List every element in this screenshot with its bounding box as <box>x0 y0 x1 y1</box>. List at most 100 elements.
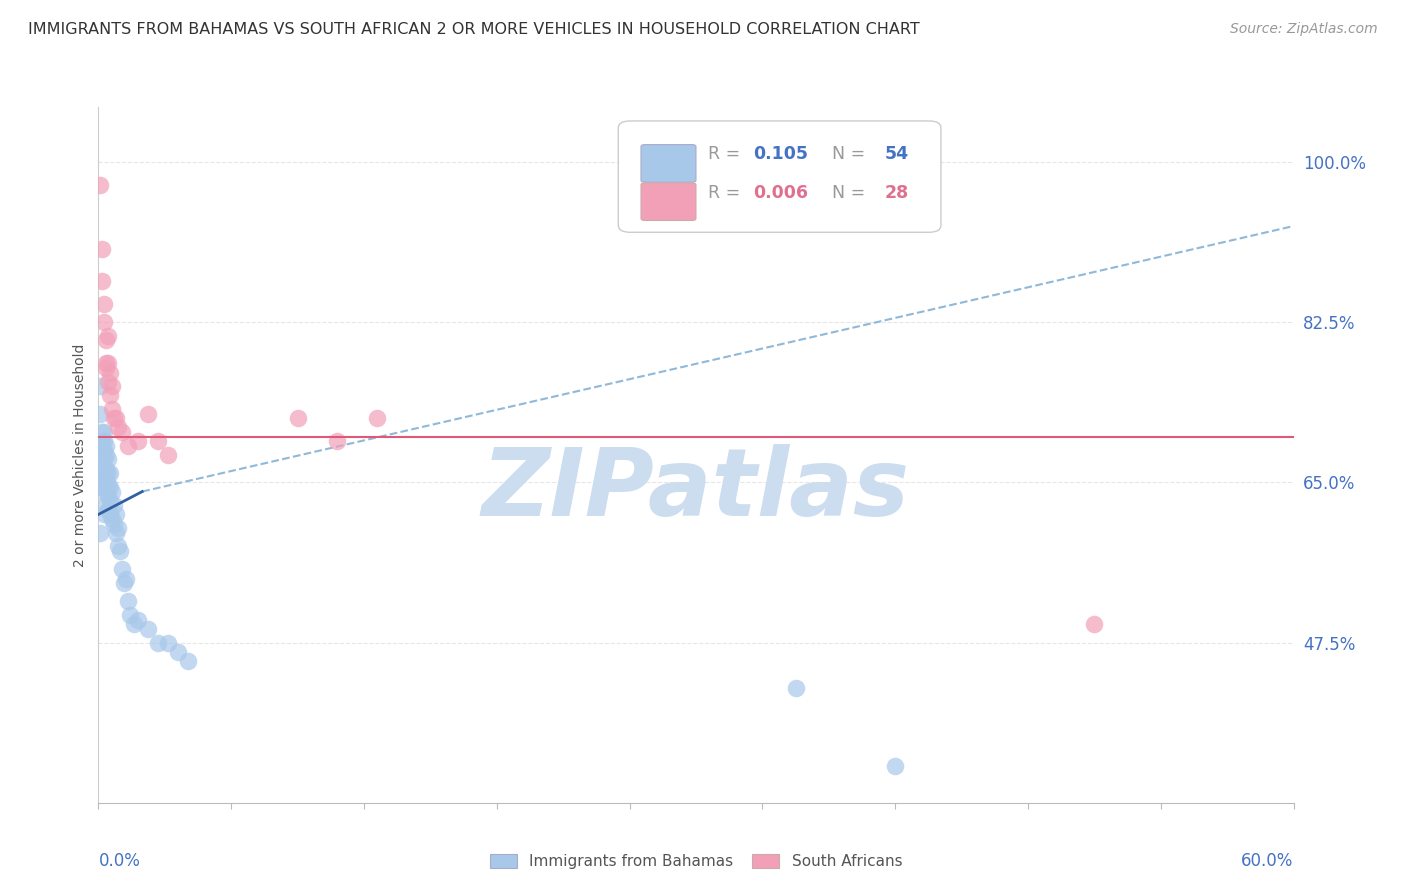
Point <box>127 613 149 627</box>
Point <box>101 379 124 393</box>
Text: Source: ZipAtlas.com: Source: ZipAtlas.com <box>1230 22 1378 37</box>
Text: 54: 54 <box>884 145 908 163</box>
Text: 28: 28 <box>884 184 910 202</box>
Point <box>115 572 138 586</box>
Point <box>101 512 124 526</box>
Point <box>117 594 139 608</box>
Point <box>91 274 114 288</box>
Point <box>91 242 114 256</box>
Point <box>112 576 135 591</box>
Point <box>93 425 115 439</box>
Point <box>97 489 120 503</box>
Point <box>93 443 115 458</box>
Point <box>103 516 125 531</box>
Point <box>97 375 120 389</box>
Point <box>89 178 111 192</box>
Point <box>91 425 114 439</box>
Point <box>96 484 118 499</box>
Point <box>93 297 115 311</box>
Point <box>124 617 146 632</box>
Point <box>93 315 115 329</box>
Point <box>105 525 128 540</box>
Point <box>91 471 114 485</box>
Text: 0.0%: 0.0% <box>98 852 141 870</box>
Point <box>111 425 134 439</box>
Point <box>93 508 115 522</box>
Point <box>98 388 122 402</box>
FancyBboxPatch shape <box>619 121 941 232</box>
Point <box>97 329 120 343</box>
Point <box>97 467 120 481</box>
Text: IMMIGRANTS FROM BAHAMAS VS SOUTH AFRICAN 2 OR MORE VEHICLES IN HOUSEHOLD CORRELA: IMMIGRANTS FROM BAHAMAS VS SOUTH AFRICAN… <box>28 22 920 37</box>
Text: N =: N = <box>821 184 872 202</box>
Point <box>1083 617 1105 632</box>
Point <box>91 448 114 462</box>
Point <box>157 448 180 462</box>
Point <box>107 521 129 535</box>
Text: 0.105: 0.105 <box>754 145 808 163</box>
Text: ZIPatlas: ZIPatlas <box>482 443 910 536</box>
Point <box>97 452 120 467</box>
Point <box>101 402 124 417</box>
Point <box>91 461 114 475</box>
Point <box>91 434 114 449</box>
Point <box>103 411 125 425</box>
Point <box>157 635 180 649</box>
Text: R =: R = <box>709 145 745 163</box>
Point <box>110 544 132 558</box>
Point <box>101 484 124 499</box>
Point <box>97 356 120 370</box>
FancyBboxPatch shape <box>641 183 696 220</box>
Point <box>93 480 115 494</box>
Point <box>785 681 807 696</box>
Point <box>107 540 129 554</box>
Point <box>98 467 122 481</box>
Point <box>96 448 118 462</box>
Point <box>326 434 349 449</box>
Point <box>884 759 907 773</box>
Point <box>127 434 149 449</box>
Point <box>366 411 388 425</box>
Point <box>105 411 128 425</box>
Point <box>97 503 120 517</box>
Point <box>93 434 115 449</box>
Point <box>96 334 118 348</box>
Point <box>89 525 111 540</box>
Point <box>96 356 118 370</box>
Point <box>98 493 122 508</box>
Point <box>107 420 129 434</box>
Point <box>136 407 159 421</box>
Point <box>117 439 139 453</box>
Point <box>98 508 122 522</box>
Point <box>98 366 122 380</box>
Point <box>93 498 115 512</box>
Point <box>111 562 134 576</box>
Point <box>120 608 142 623</box>
Point <box>89 407 111 421</box>
Point <box>148 434 170 449</box>
Point <box>103 498 125 512</box>
FancyBboxPatch shape <box>641 145 696 182</box>
Legend: Immigrants from Bahamas, South Africans: Immigrants from Bahamas, South Africans <box>484 847 908 875</box>
Point <box>97 477 120 491</box>
Point <box>91 480 114 494</box>
Point <box>167 645 190 659</box>
Point <box>96 361 118 376</box>
Point <box>287 411 309 425</box>
Point <box>93 467 115 481</box>
Point <box>148 635 170 649</box>
Point <box>89 379 111 393</box>
Point <box>96 439 118 453</box>
Text: 0.006: 0.006 <box>754 184 808 202</box>
Text: N =: N = <box>821 145 872 163</box>
Text: 60.0%: 60.0% <box>1241 852 1294 870</box>
Point <box>96 471 118 485</box>
Text: R =: R = <box>709 184 745 202</box>
Point <box>98 480 122 494</box>
Point <box>177 654 200 668</box>
Point <box>93 452 115 467</box>
Y-axis label: 2 or more Vehicles in Household: 2 or more Vehicles in Household <box>73 343 87 566</box>
Point <box>105 508 128 522</box>
Point <box>136 622 159 636</box>
Point <box>96 461 118 475</box>
